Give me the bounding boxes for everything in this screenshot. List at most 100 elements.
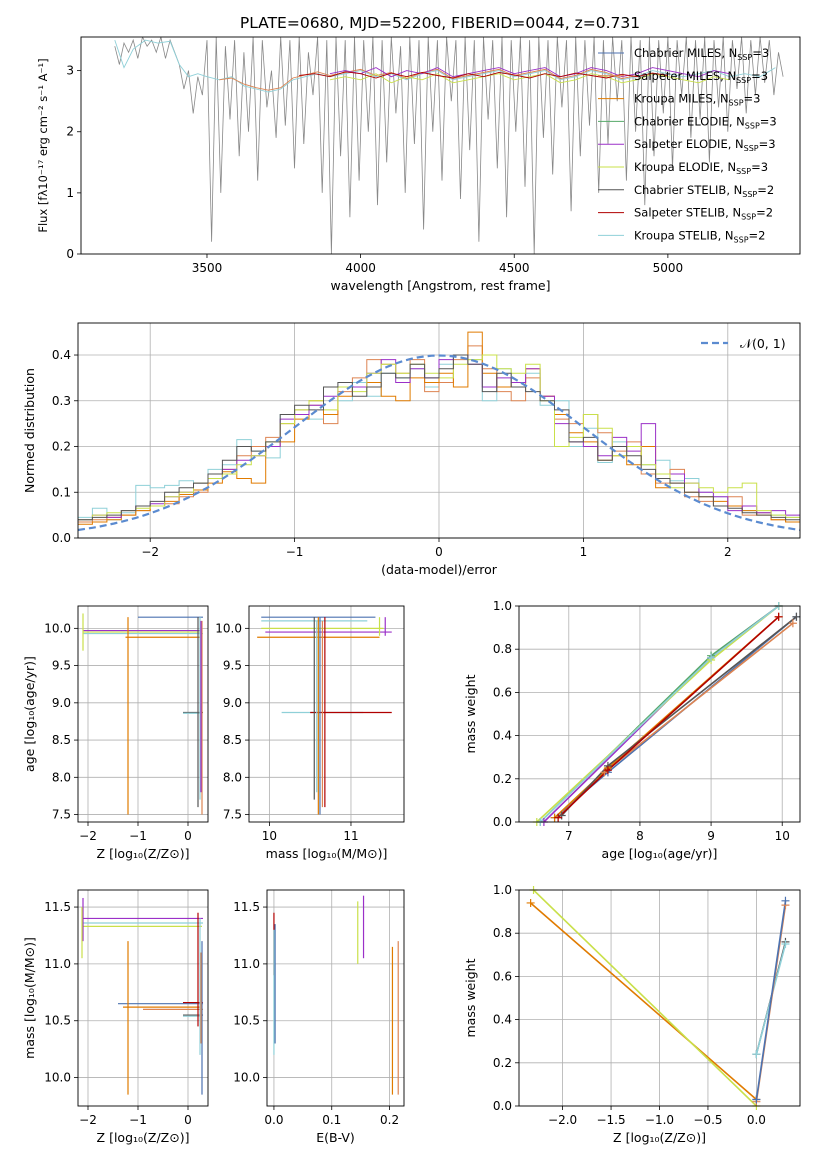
figure-title: PLATE=0680, MJD=52200, FIBERID=0044, z=0… xyxy=(240,14,640,32)
mass-weight-marker xyxy=(752,1050,761,1059)
age-vs-Z-xtick-label: 0 xyxy=(184,829,192,843)
mass-weight-marker xyxy=(752,1095,761,1104)
legend-entry: Kroupa MILES, NSSP=3 xyxy=(634,92,760,108)
age-vs-Z-frame xyxy=(77,605,209,823)
mass-weight-marker xyxy=(781,896,790,905)
model-spectrum-line xyxy=(114,39,776,93)
massweight-vs-Z-ylabel: mass weight xyxy=(463,958,478,1037)
mass-weight-marker xyxy=(554,813,563,822)
spectrum-axes: 3500 4000 4500 5000 0 1 2 3 wavelength [Angstrom… xyxy=(36,36,801,293)
mass-weight-marker xyxy=(526,898,535,907)
mass-weight-marker xyxy=(707,653,716,662)
massweight-vs-age-ytick-label: 0.8 xyxy=(493,642,512,656)
model-spectrum-line xyxy=(219,68,638,91)
massweight-vs-age-ytick-label: 1.0 xyxy=(493,599,512,613)
age-vs-Z-xtick-label: −2 xyxy=(79,829,97,843)
mass-vs-EBV-plot-area xyxy=(273,895,399,1095)
mass-vs-EBV-ytick-label: 10.0 xyxy=(233,1071,260,1085)
spectrum-ytick-label: 0 xyxy=(66,247,74,261)
massweight-vs-age-xtick-label: 10 xyxy=(775,829,790,843)
age-vs-mass-ytick-label: 8.5 xyxy=(223,733,242,747)
residuals-plot-area xyxy=(78,331,800,532)
spectrum-ylabel: Flux [fλ10⁻¹⁷ erg cm⁻² s⁻¹ A⁻¹] xyxy=(36,58,50,232)
model-spectrum-line xyxy=(299,71,668,79)
age-vs-mass-xlabel: mass [log₁₀(M/M⊙)] xyxy=(266,846,388,861)
massweight-vs-Z-xlabel: Z [log₁₀(Z/Z⊙)] xyxy=(613,1130,706,1145)
legend-entry: Salpeter MILES, NSSP=3 xyxy=(634,69,768,85)
massweight-vs-age-xtick-label: 8 xyxy=(636,829,644,843)
residuals-axes: −2 −1 0 1 2 0.0 0.1 0.2 0.3 0.4 (data-model)/error… xyxy=(22,322,801,577)
age-vs-mass-ytick-label: 7.5 xyxy=(223,808,242,822)
age-vs-Z-axes: −2 −1 0 7.5 8.0 8.5 9.0 9.5 10.0 Z [log₁₀(Z/Z⊙)] a… xyxy=(22,605,209,861)
legend-entry: Salpeter STELIB, NSSP=2 xyxy=(634,206,773,222)
massweight-vs-Z-frame xyxy=(518,889,801,1107)
mass-vs-EBV-xlabel: E(B-V) xyxy=(316,1130,355,1145)
spectrum-xtick-label: 4000 xyxy=(345,261,376,275)
mass-vs-EBV-ytick-label: 11.0 xyxy=(233,957,260,971)
mass-weight-marker xyxy=(774,612,783,621)
residuals-ytick-label: 0.3 xyxy=(52,394,71,408)
residual-histogram xyxy=(78,354,800,521)
spectrum-xtick-label: 3500 xyxy=(192,261,223,275)
massweight-vs-Z-xtick-label: −1.0 xyxy=(645,1113,674,1127)
mass-vs-Z-plot-area xyxy=(81,897,203,1095)
massweight-vs-age-ytick-label: 0.4 xyxy=(493,729,512,743)
spectrum-frame xyxy=(80,36,801,255)
age-vs-mass-axes: 10 11 7.5 8.0 8.5 9.0 9.5 10.0 mass [log₁₀(M/M⊙)… xyxy=(215,605,405,861)
massweight-vs-Z-xtick-label: 0.0 xyxy=(747,1113,766,1127)
age-vs-mass-ytick-label: 9.5 xyxy=(223,659,242,673)
age-vs-Z-ytick-label: 8.0 xyxy=(52,770,71,784)
mass-vs-Z-axes: −2 −1 0 10.0 10.5 11.0 11.5 Z [log₁₀(Z/Z⊙)] mass… xyxy=(22,889,209,1145)
age-vs-Z-ytick-label: 8.5 xyxy=(52,733,71,747)
residuals-xtick-label: −2 xyxy=(141,545,159,559)
mass-weight-marker xyxy=(788,619,797,628)
massweight-vs-Z-ytick-label: 0.6 xyxy=(493,969,512,983)
mass-weight-line xyxy=(543,606,780,822)
age-vs-mass-xtick-label: 10 xyxy=(262,829,277,843)
massweight-vs-Z-plot-area xyxy=(530,890,787,1106)
mass-vs-EBV-xtick-label: 0.0 xyxy=(264,1113,283,1127)
mass-weight-marker xyxy=(781,940,790,948)
massweight-vs-Z-xtick-label: −2.0 xyxy=(548,1113,577,1127)
legend-entry: Kroupa STELIB, NSSP=2 xyxy=(634,228,765,244)
massweight-vs-Z-ytick-label: 0.0 xyxy=(493,1099,512,1113)
residuals-xtick-label: −1 xyxy=(286,545,304,559)
mass-weight-marker xyxy=(603,766,612,775)
residuals-xtick-label: 1 xyxy=(580,545,588,559)
spectrum-plot-area xyxy=(114,37,784,254)
mass-vs-Z-xtick-label: −2 xyxy=(79,1113,97,1127)
legend-entry: 𝒩(0, 1) xyxy=(740,336,786,351)
age-vs-Z-xlabel: Z [log₁₀(Z/Z⊙)] xyxy=(97,846,190,861)
massweight-vs-Z-ytick-label: 0.4 xyxy=(493,1013,512,1027)
residuals-ytick-label: 0.4 xyxy=(52,348,71,362)
mass-vs-EBV-ytick-label: 10.5 xyxy=(233,1014,260,1028)
mass-vs-Z-ytick-label: 11.0 xyxy=(44,957,71,971)
mass-weight-line xyxy=(530,902,757,1101)
mass-vs-EBV-xtick-label: 0.1 xyxy=(322,1113,341,1127)
mass-vs-Z-ytick-label: 10.5 xyxy=(44,1014,71,1028)
legend-entry: Chabrier ELODIE, NSSP=3 xyxy=(634,114,777,130)
mass-vs-Z-ytick-label: 11.5 xyxy=(44,900,71,914)
massweight-vs-Z-ytick-label: 1.0 xyxy=(493,883,512,897)
age-vs-Z-plot-area xyxy=(82,613,203,815)
mass-weight-line xyxy=(557,622,794,819)
age-vs-Z-ytick-label: 10.0 xyxy=(44,621,71,635)
massweight-vs-age-plot-area xyxy=(536,606,797,822)
mass-vs-EBV-ytick-label: 11.5 xyxy=(233,900,260,914)
age-vs-mass-xtick-label: 11 xyxy=(343,829,358,843)
massweight-vs-age-axes: 7 8 9 10 0.0 0.2 0.4 0.6 0.8 1.0 age [log₁₀(age/yr… xyxy=(463,599,801,861)
massweight-vs-Z-xtick-label: −1.5 xyxy=(596,1113,625,1127)
residuals-frame xyxy=(77,322,801,539)
massweight-vs-Z-ytick-label: 0.2 xyxy=(493,1056,512,1070)
mass-weight-line xyxy=(755,900,787,1100)
age-vs-mass-ytick-label: 8.0 xyxy=(223,770,242,784)
mass-vs-Z-ylabel: mass [log₁₀(M/M⊙)] xyxy=(22,937,37,1059)
residuals-ylabel: Normed distribution xyxy=(22,368,37,493)
massweight-vs-age-xtick-label: 9 xyxy=(707,829,715,843)
residual-histogram xyxy=(78,345,800,523)
age-vs-mass-plot-area xyxy=(257,616,392,815)
gaussian-curve xyxy=(78,354,800,532)
residuals-ytick-label: 0.0 xyxy=(52,531,71,545)
age-vs-mass-ytick-label: 10.0 xyxy=(215,621,242,635)
